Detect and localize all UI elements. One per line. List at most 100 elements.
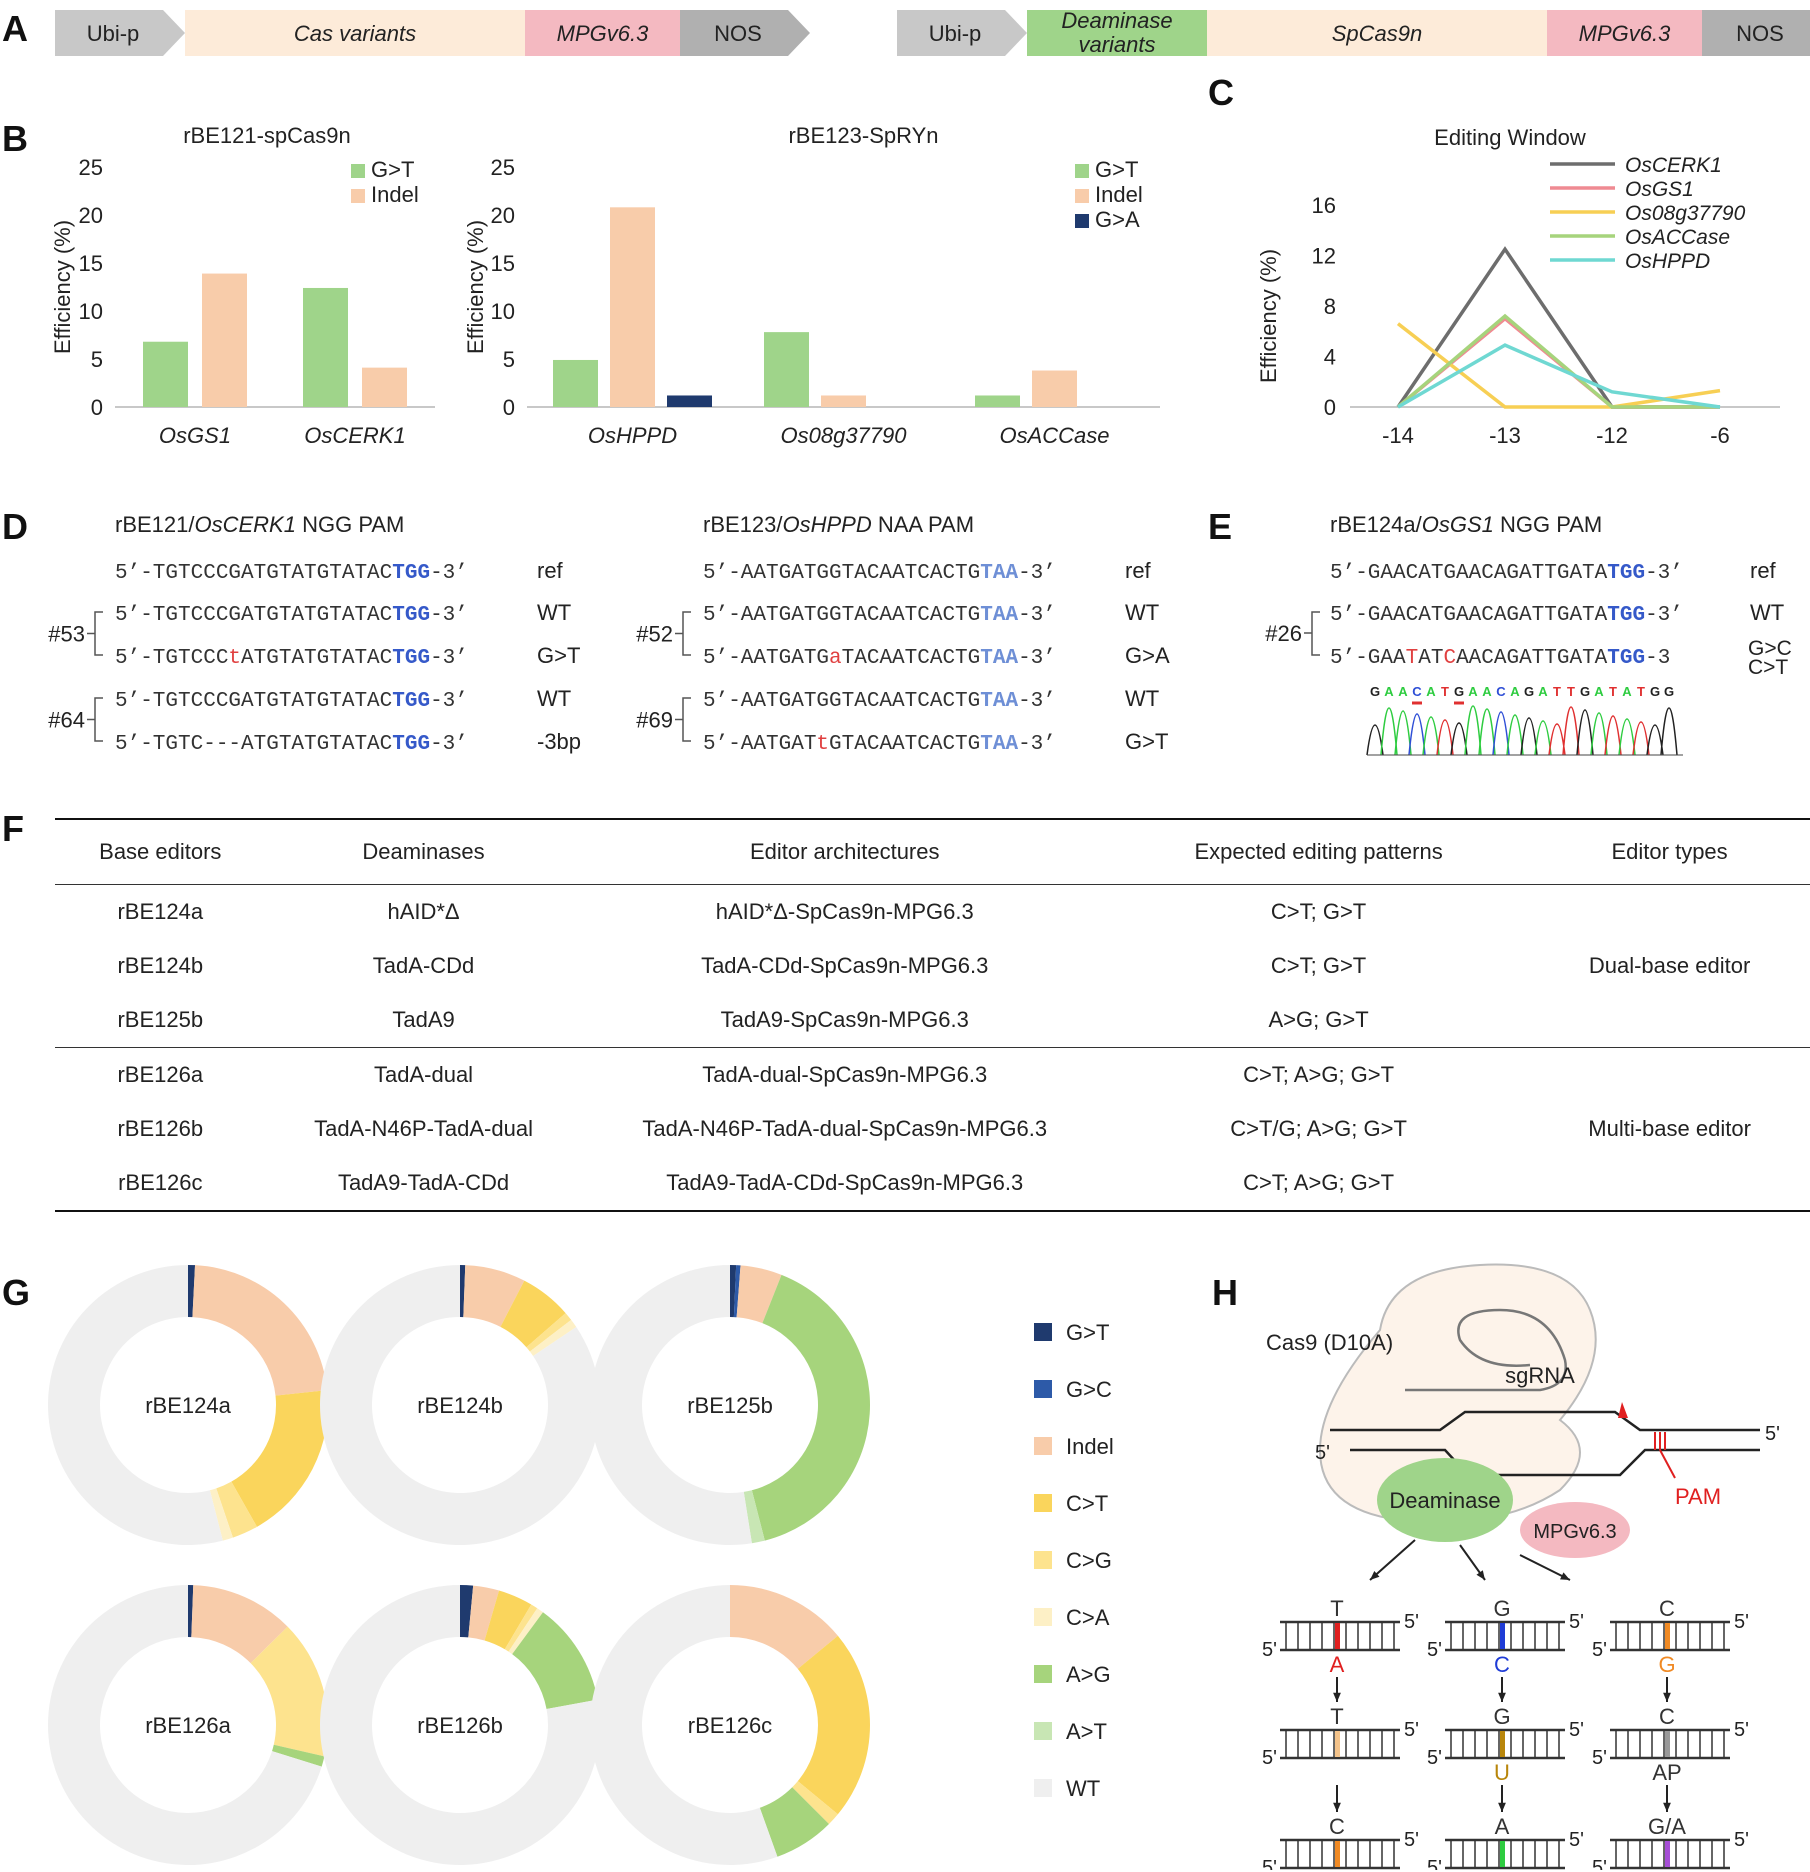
donut-slice-wt: [590, 1265, 752, 1545]
legend-label-g-a: G>A: [1095, 207, 1140, 232]
legend-label-c-t: C>T: [1066, 1491, 1108, 1516]
seq-end: -3’: [430, 562, 468, 585]
seq-prefix: 5’-TGTCCCGATGTATGTATAC: [115, 604, 392, 627]
donut-rbe124a: rBE124a: [48, 1265, 329, 1545]
table-row: rBE126b TadA-N46P-TadA-dual TadA-N46P-Ta…: [55, 1102, 1810, 1156]
chromatogram-base: A: [1482, 684, 1492, 699]
cell-editor: rBE125b: [117, 1007, 204, 1032]
cell-editor: rBE126c: [55, 1156, 266, 1212]
five-prime-label: 5': [1315, 1442, 1330, 1464]
donut-label: rBE126a: [145, 1713, 231, 1738]
cell-type: [1529, 993, 1810, 1048]
cell-architecture: hAID*Δ-SpCas9n-MPG6.3: [715, 899, 974, 924]
top-base: A: [1495, 1814, 1510, 1839]
seq-prefix: 5’-TGTC---ATGTATGTATAC: [115, 733, 392, 756]
chromatogram-base: G: [1524, 684, 1534, 699]
legend-swatch-g-t: [1034, 1323, 1052, 1341]
chromatogram-peak: [1576, 709, 1594, 756]
bottom-base: A: [1330, 1652, 1345, 1677]
five-prime-label: 5': [1262, 1747, 1277, 1769]
donut-slice-c-a: [529, 1319, 577, 1356]
donut-slice-indel: [463, 1265, 525, 1327]
legend-label-wt: WT: [1066, 1776, 1100, 1801]
y-tick-label: 16: [1312, 193, 1336, 218]
cell-editor: rBE124a: [117, 899, 204, 924]
chromatogram-peak: [1604, 715, 1622, 756]
five-prime-label: 5': [1427, 1857, 1442, 1870]
chromatogram-base: T: [1637, 684, 1645, 699]
deaminase-label: Deaminase: [1389, 1488, 1500, 1513]
donut-slice-a-t: [743, 1490, 765, 1544]
seq-end: -3’: [1645, 562, 1683, 585]
top-base: C: [1659, 1596, 1675, 1621]
base-editor-table: Base editors Deaminases Editor architect…: [55, 818, 1810, 1212]
step-arrow-head: [1333, 1802, 1341, 1812]
table-row: rBE124a hAID*Δ hAID*Δ-SpCas9n-MPG6.3 C>T…: [55, 885, 1810, 940]
edited-base-pair: [1500, 1731, 1505, 1757]
sequence-wt-row: 5’-AATGATGGTACAATCACTGTAA-3’: [703, 690, 1056, 713]
five-prime-label: 5': [1427, 1639, 1442, 1661]
panel-g-donut-charts: rBE124a rBE124b rBE125b rBE126a rBE126b rBE12…: [48, 1265, 1114, 1865]
x-tick-label: -13: [1489, 423, 1521, 448]
step-arrow-head: [1498, 1802, 1506, 1812]
cell-type: [1529, 1156, 1810, 1212]
donut-slice-g-t: [188, 1265, 196, 1318]
bar-g-t-os08g37790: [764, 332, 809, 407]
col-patterns: Expected editing patterns: [1107, 818, 1530, 885]
seq-end: -3’: [1018, 604, 1056, 627]
chart-title: rBE123-SpRYn: [788, 123, 938, 148]
sgrna-label: sgRNA: [1505, 1363, 1575, 1388]
chromatogram-base: T: [1553, 684, 1561, 699]
seq-pam: TGG: [392, 690, 430, 713]
sequence-wt-row: 5’-GAACATGAACAGATTGATATGG-3’: [1330, 604, 1683, 627]
element-mpgv6-3-box: [525, 10, 680, 56]
col-architectures: Editor architectures: [581, 818, 1108, 885]
donut-slice-a-g: [759, 1787, 829, 1857]
seq-mutation: a: [829, 647, 842, 670]
seq-pam: TGG: [392, 604, 430, 627]
seq-end: -3’: [1018, 647, 1056, 670]
sequence-ref-row: 5’-GAACATGAACAGATTGATATGG-3’: [1330, 562, 1683, 585]
seq-end: -3’: [1018, 690, 1056, 713]
table-row: rBE125b TadA9 TadA9-SpCas9n-MPG6.3 A>G; …: [55, 993, 1810, 1048]
chromatogram-peak: [1394, 710, 1412, 756]
editor-table: Base editors Deaminases Editor architect…: [55, 818, 1810, 1212]
y-tick-label: 4: [1324, 345, 1336, 370]
donut-slice-indel: [468, 1585, 500, 1641]
y-axis-label: Efficiency (%): [1256, 249, 1281, 383]
cell-type: [1529, 1047, 1810, 1102]
step-arrow-head: [1498, 1692, 1506, 1702]
pathway-arrow-head: [1560, 1572, 1570, 1580]
seq-row-label: G>A: [1125, 643, 1170, 668]
seq-pam: TAA: [980, 690, 1018, 713]
donut-slice-g-t: [730, 1265, 737, 1318]
donut-slice-wt: [48, 1265, 223, 1545]
edited-base-pair: [1665, 1731, 1670, 1757]
cell-architecture: TadA9-TadA-CDd-SpCas9n-MPG6.3: [581, 1156, 1108, 1212]
sample-id: #52: [636, 622, 673, 647]
x-tick-label: -12: [1596, 423, 1628, 448]
panel-letter-c: C: [1208, 72, 1234, 113]
seq-end: -3’: [430, 690, 468, 713]
panel-letter-b: B: [2, 118, 28, 159]
y-tick-label: 5: [91, 347, 103, 372]
seq-prefix: 5’-GAACATGAACAGATTGATA: [1330, 562, 1608, 585]
donut-rbe126c: rBE126c: [590, 1585, 870, 1865]
donut-rbe124b: rBE124b: [320, 1265, 601, 1545]
chromatogram-base: A: [1510, 684, 1520, 699]
cell-architecture: TadA-dual-SpCas9n-MPG6.3: [581, 1047, 1108, 1102]
sequence-ref-row: 5’-AATGATGGTACAATCACTGTAA-3’: [703, 562, 1056, 585]
seq-pam: TGG: [1607, 604, 1645, 627]
donut-slice-g-t: [460, 1265, 466, 1318]
donut-slice-indel: [192, 1265, 328, 1396]
chromatogram-base: A: [1384, 684, 1394, 699]
legend-swatch-g-c: [1034, 1380, 1052, 1398]
seq-prefix: 5’-AATGATGGTACAATCACTG: [703, 690, 980, 713]
legend-label-c-g: C>G: [1066, 1548, 1112, 1573]
legend-label-indel: Indel: [1095, 182, 1143, 207]
x-tick-label: OsGS1: [159, 423, 231, 448]
element-label-mpgv6-3: MPGv6.3: [1579, 21, 1671, 46]
chromatogram-base: A: [1622, 684, 1632, 699]
five-prime-label: 5': [1262, 1639, 1277, 1661]
